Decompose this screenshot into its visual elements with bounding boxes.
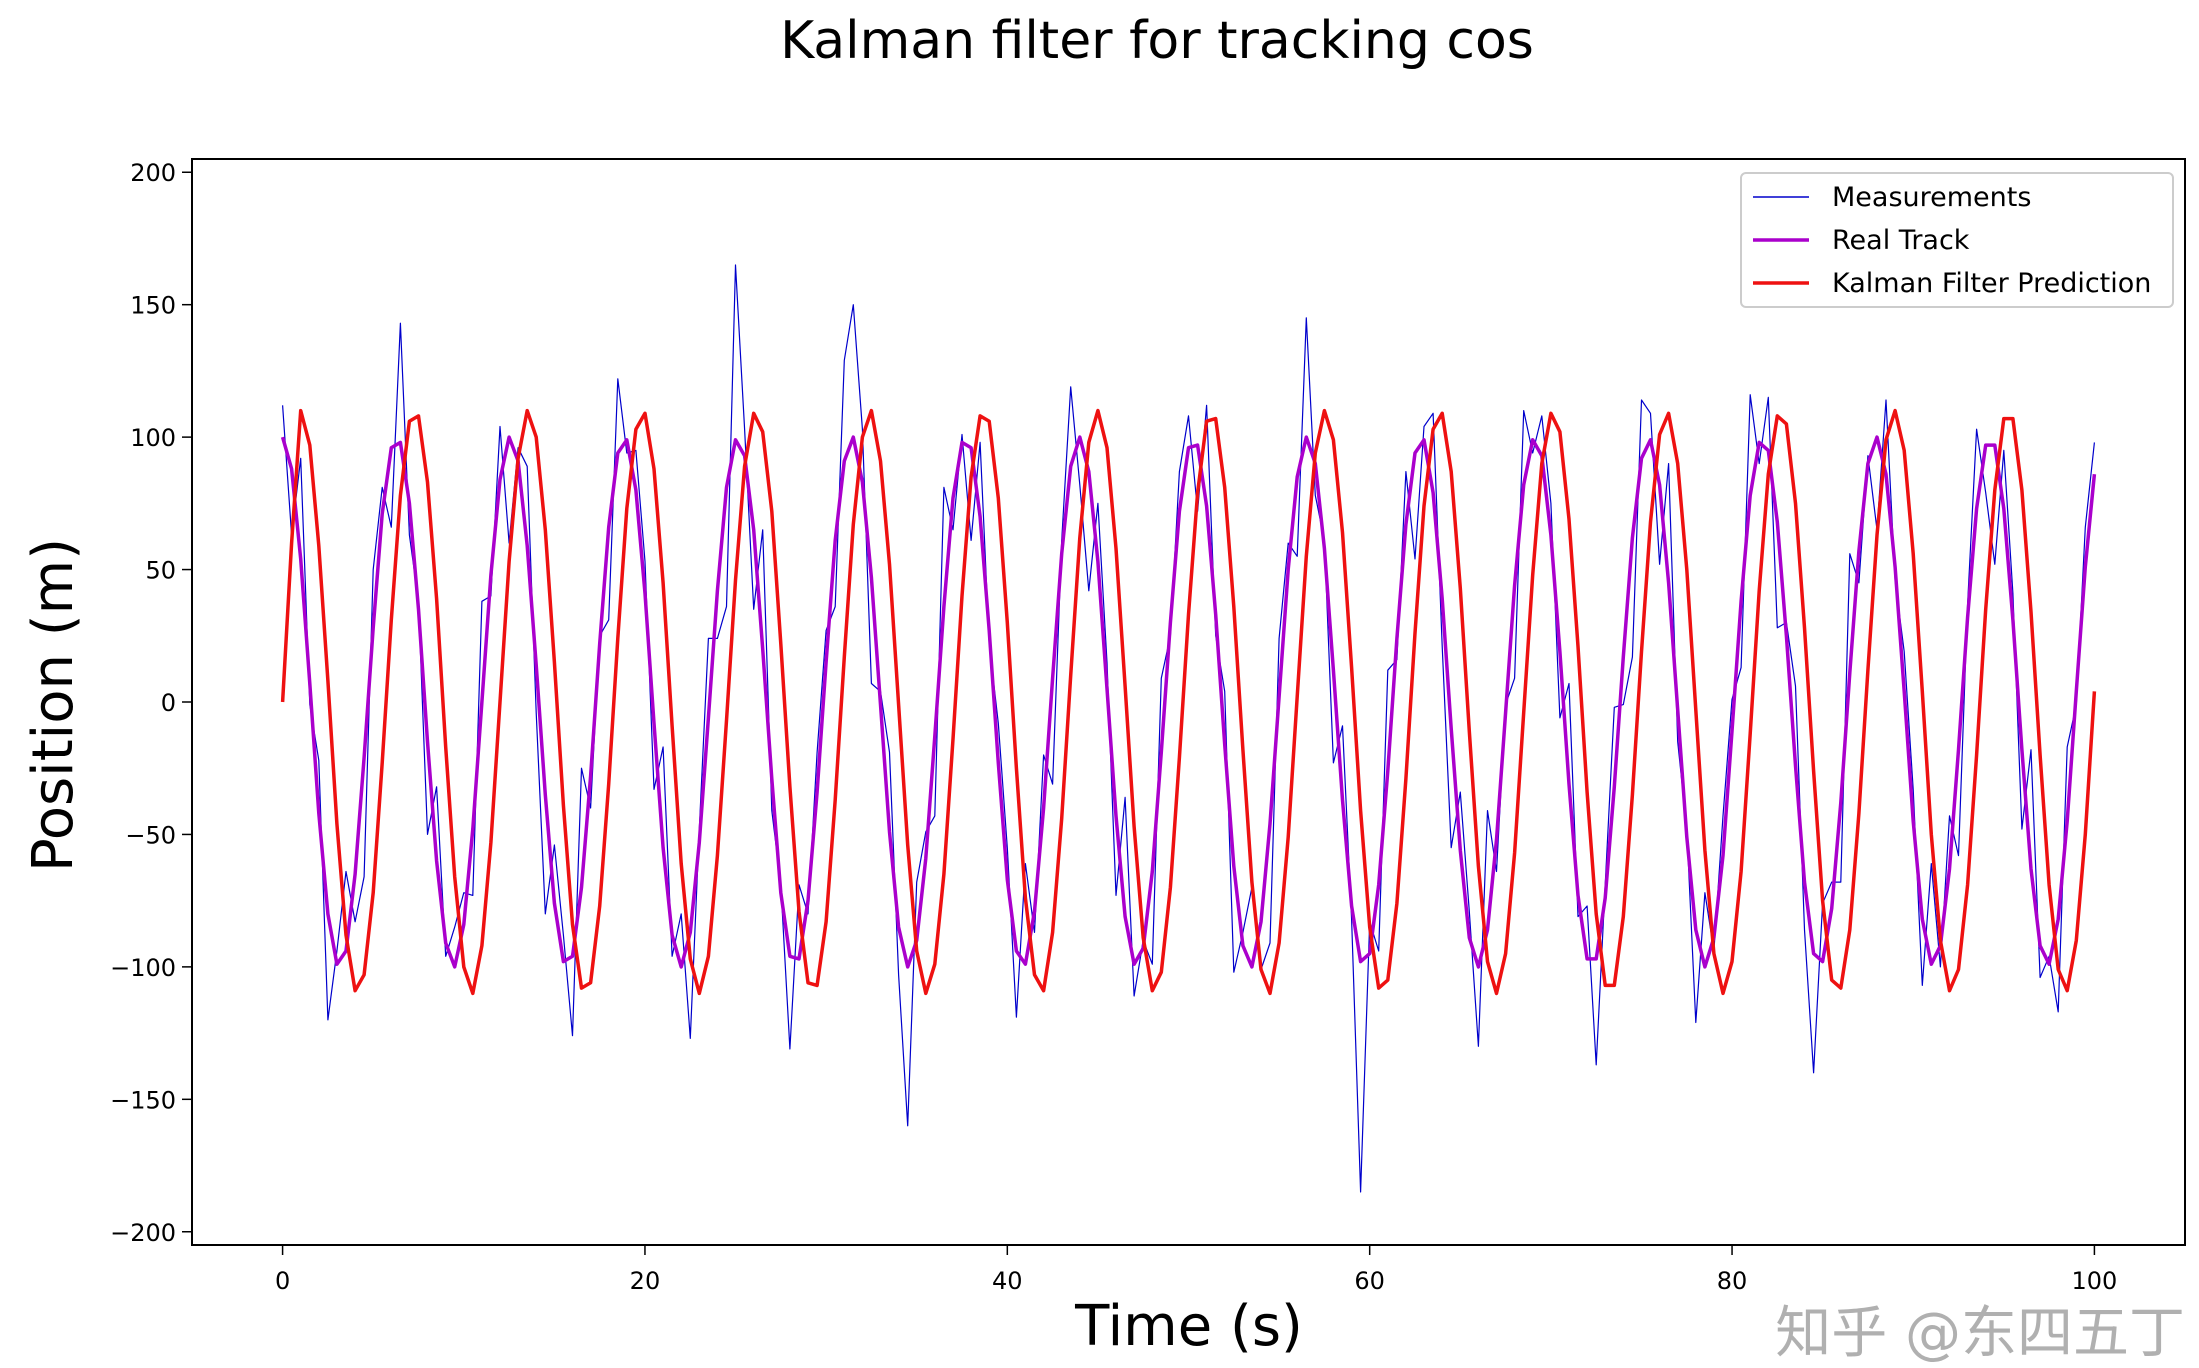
- y-tick-label: −200: [110, 1219, 176, 1247]
- y-tick-label: 100: [130, 424, 176, 452]
- measurements-line: [282, 264, 2095, 1193]
- legend: Measurements Real Track Kalman Filter Pred…: [1740, 172, 2174, 308]
- watermark: 知乎 @东四五丁: [1775, 1301, 2185, 1364]
- kalman-prediction-line: [280, 408, 2097, 996]
- legend-label: Kalman Filter Prediction: [1832, 268, 2151, 299]
- plot-area-frame: [191, 158, 2186, 1246]
- x-tick-label: 0: [275, 1267, 290, 1295]
- y-tick-label: 200: [130, 159, 176, 187]
- x-tick-label: 20: [630, 1267, 661, 1295]
- x-tick-label: 60: [1354, 1267, 1385, 1295]
- chart-title: Kalman filter for tracking cos: [780, 11, 1534, 71]
- legend-label: Measurements: [1832, 182, 2031, 213]
- y-axis-label: Position (m): [21, 538, 86, 872]
- legend-box: [1740, 172, 2174, 308]
- real-track-line: [280, 435, 2097, 969]
- x-axis-label: Time (s): [1074, 1294, 1303, 1359]
- y-tick-label: −50: [125, 821, 176, 849]
- x-tick-label: 40: [992, 1267, 1023, 1295]
- axis-ticks: 0 20 40 60 80 100 200 150 100 50 0 −50 −100 −150 −200: [110, 159, 2117, 1295]
- x-tick-label: 100: [2072, 1267, 2118, 1295]
- y-tick-label: 150: [130, 292, 176, 320]
- y-tick-label: 50: [145, 557, 176, 585]
- y-tick-label: 0: [161, 689, 176, 717]
- x-tick-label: 80: [1717, 1267, 1748, 1295]
- y-tick-label: −150: [110, 1086, 176, 1114]
- legend-label: Real Track: [1832, 225, 1970, 256]
- y-tick-label: −100: [110, 954, 176, 982]
